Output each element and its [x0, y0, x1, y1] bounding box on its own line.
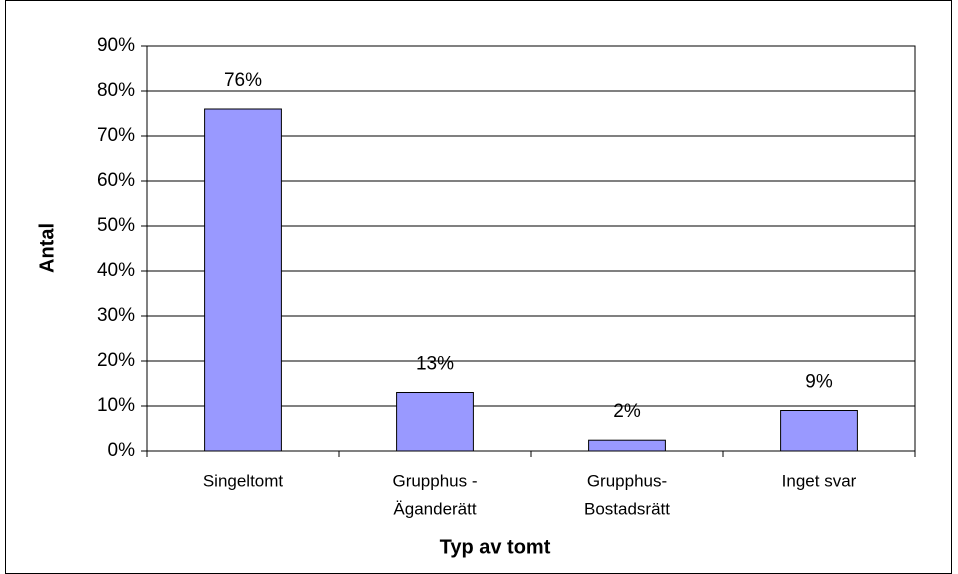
data-label: 9%	[805, 372, 833, 393]
x-axis-title: Typ av tomt	[440, 536, 551, 558]
y-tick-label: 70%	[97, 125, 135, 146]
y-tick-label: 10%	[97, 395, 135, 416]
y-tick-label: 80%	[97, 80, 135, 101]
y-tick-label: 0%	[108, 440, 136, 461]
x-tick-label: Äganderätt	[393, 499, 476, 518]
bar	[204, 108, 282, 452]
bar	[396, 392, 474, 452]
y-tick-label: 20%	[97, 350, 135, 371]
y-tick-label: 60%	[97, 170, 135, 191]
bar	[780, 410, 858, 452]
data-label: 2%	[613, 401, 641, 422]
x-tick-label: Grupphus -	[392, 471, 477, 490]
bar	[588, 439, 666, 452]
x-tick-label: Singeltomt	[203, 471, 284, 490]
x-tick-label: Bostadsrätt	[584, 499, 670, 518]
data-label: 13%	[416, 354, 454, 375]
y-tick-label: 40%	[97, 260, 135, 281]
x-tick-label: Inget svar	[782, 471, 857, 490]
y-tick-label: 50%	[97, 215, 135, 236]
data-label: 76%	[224, 70, 262, 91]
x-tick-label: Grupphus-	[587, 471, 667, 490]
y-tick-label: 90%	[97, 35, 135, 56]
y-axis-title: Antal	[36, 223, 58, 273]
y-tick-label: 30%	[97, 305, 135, 326]
